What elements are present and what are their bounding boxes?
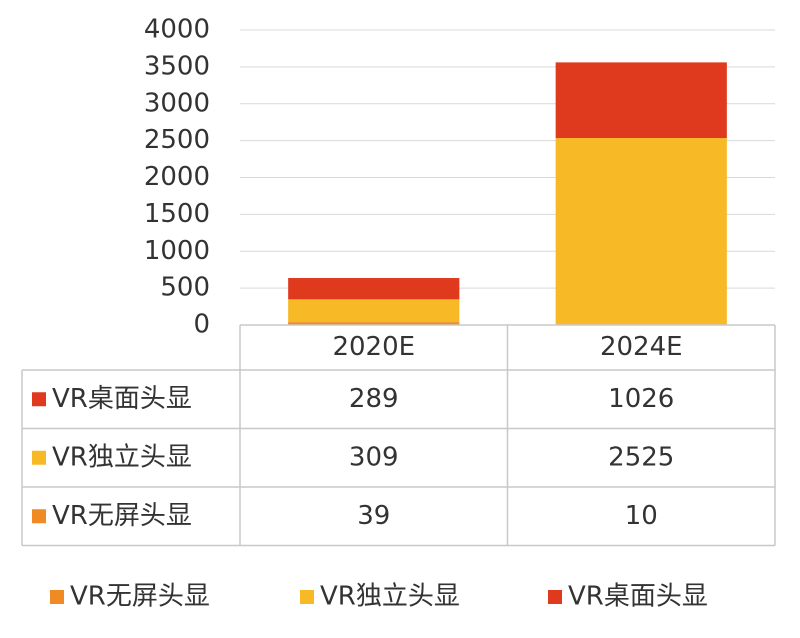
legend-label: VR桌面头显 xyxy=(568,582,708,612)
y-tick-label: 1000 xyxy=(144,236,210,266)
legend-key xyxy=(50,590,64,604)
y-tick-label: 3000 xyxy=(144,88,210,118)
y-tick-label: 1500 xyxy=(144,199,210,229)
table-cell: 1026 xyxy=(608,384,674,414)
table-cell: 309 xyxy=(349,442,399,472)
y-tick-label: 4000 xyxy=(144,15,210,45)
y-tick-label: 0 xyxy=(193,310,210,340)
table-row-label: VR独立头显 xyxy=(52,442,192,472)
x-tick-label: 2020E xyxy=(332,332,415,362)
table-row-label: VR桌面头显 xyxy=(52,384,192,414)
legend-label: VR独立头显 xyxy=(320,582,460,612)
table-cell: 2525 xyxy=(608,442,674,472)
bar-segment xyxy=(555,138,727,325)
y-tick-label: 2000 xyxy=(144,162,210,192)
table-legend-key xyxy=(32,450,46,465)
table-cell: 10 xyxy=(625,501,658,531)
bar-segment xyxy=(288,299,460,323)
y-tick-label: 500 xyxy=(160,273,210,303)
table-cell: 39 xyxy=(357,501,390,531)
bar-segment xyxy=(288,278,460,300)
bar-segment xyxy=(555,62,727,139)
x-tick-label: 2024E xyxy=(600,332,683,362)
y-tick-label: 3500 xyxy=(144,51,210,81)
table-legend-key xyxy=(32,509,46,524)
table-row-label: VR无屏头显 xyxy=(52,501,192,531)
y-tick-label: 2500 xyxy=(144,125,210,155)
legend-key xyxy=(300,590,314,604)
table-cell: 289 xyxy=(349,384,399,414)
bar-segment xyxy=(288,322,460,325)
legend-key xyxy=(548,590,562,604)
legend-label: VR无屏头显 xyxy=(70,582,210,612)
table-legend-key xyxy=(32,392,46,407)
